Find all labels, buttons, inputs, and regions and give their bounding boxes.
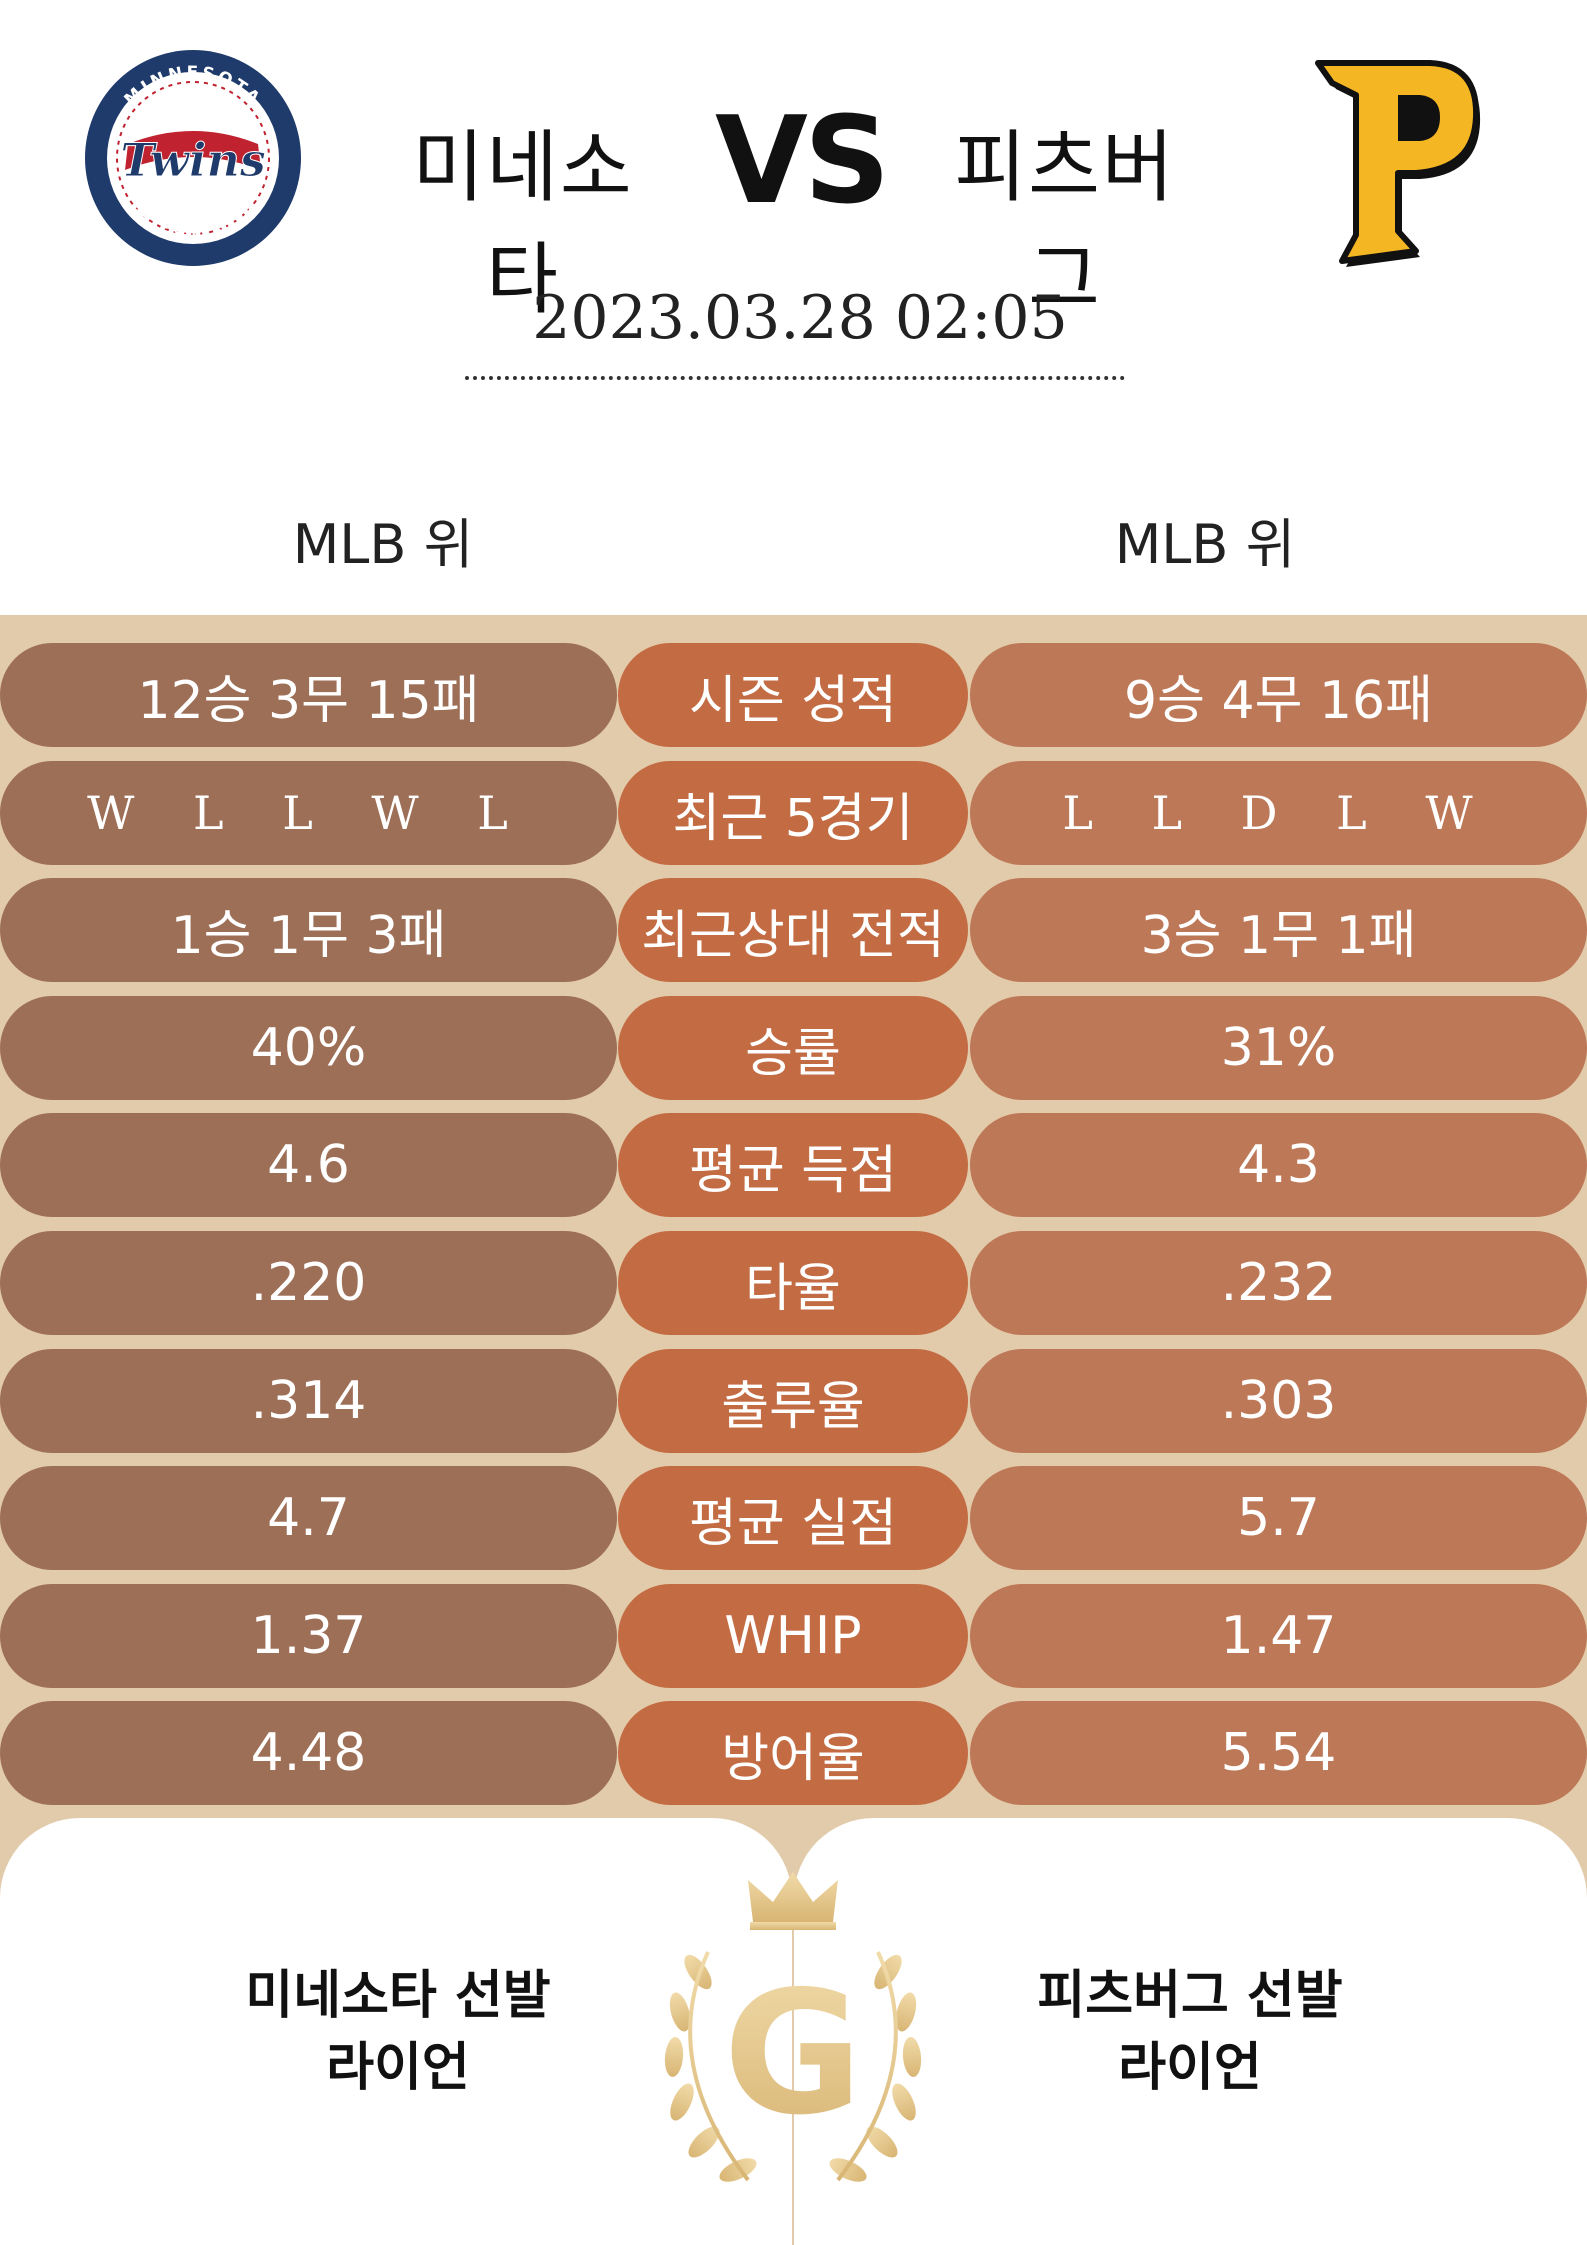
stat-right-value: 9승 4무 16패 <box>970 643 1587 747</box>
stat-left-value: W L L W L <box>0 761 617 865</box>
stat-left-value: .314 <box>0 1349 617 1453</box>
stat-row: 12승 3무 15패 시즌 성적 9승 4무 16패 <box>0 643 1587 747</box>
crown-icon <box>748 1872 838 1922</box>
stat-right-value: 31% <box>970 996 1587 1100</box>
stat-label: 타율 <box>618 1231 968 1335</box>
rank-right: MLB 위 <box>1114 513 1296 576</box>
stat-right-value: 5.54 <box>970 1701 1587 1805</box>
stat-right-value: 5.7 <box>970 1466 1587 1570</box>
stat-row: 40% 승률 31% <box>0 996 1587 1100</box>
stat-right-value: .232 <box>970 1231 1587 1335</box>
stat-left-value: 1.37 <box>0 1584 617 1688</box>
stat-row: 1.37 WHIP 1.47 <box>0 1584 1587 1688</box>
rank-band <box>0 470 1587 615</box>
stat-row: 4.48 방어율 5.54 <box>0 1701 1587 1805</box>
stat-label: 최근상대 전적 <box>618 878 968 982</box>
stat-row: 4.6 평균 득점 4.3 <box>0 1113 1587 1217</box>
crown-laurel-emblem-icon: G <box>664 1872 922 2182</box>
stat-label: 방어율 <box>618 1701 968 1805</box>
dotted-divider <box>465 376 1125 380</box>
stat-left-value: 12승 3무 15패 <box>0 643 617 747</box>
lineup-card-left <box>0 1818 792 2245</box>
stat-row: .220 타율 .232 <box>0 1231 1587 1335</box>
pirates-logo: P <box>1312 55 1481 267</box>
stat-row: W L L W L 최근 5경기 L L D L W <box>0 761 1587 865</box>
stat-right-value: 3승 1무 1패 <box>970 878 1587 982</box>
lineup-left-pitcher: 라이언 <box>326 2038 470 2098</box>
stat-left-value: 1승 1무 3패 <box>0 878 617 982</box>
lineup-card-right <box>794 1818 1587 2245</box>
stat-label: 시즌 성적 <box>618 643 968 747</box>
stat-left-value: 4.6 <box>0 1113 617 1217</box>
stat-label: 최근 5경기 <box>618 761 968 865</box>
stat-right-value: 1.47 <box>970 1584 1587 1688</box>
stat-row: 1승 1무 3패 최근상대 전적 3승 1무 1패 <box>0 878 1587 982</box>
stat-label: 출루율 <box>618 1349 968 1453</box>
stat-label: 평균 실점 <box>618 1466 968 1570</box>
lineup-right-title: 피츠버그 선발 <box>1037 1966 1343 2026</box>
stat-row: 4.7 평균 실점 5.7 <box>0 1466 1587 1570</box>
stat-label: 승률 <box>618 996 968 1100</box>
team-name-right: 피츠버그 <box>954 123 1176 325</box>
stat-row: .314 출루율 .303 <box>0 1349 1587 1453</box>
lineup-right-pitcher: 라이언 <box>1118 2038 1262 2098</box>
twins-logo-wordmark: Twins <box>120 133 266 187</box>
twins-logo: MINNESOTA Twins BASEBALL CLUB <box>85 50 301 266</box>
rank-left: MLB 위 <box>292 513 474 576</box>
emblem-letter: G <box>723 1955 863 2153</box>
lineup-left: 미네소타 선발 라이언 <box>188 1960 608 2104</box>
stat-left-value: 40% <box>0 996 617 1100</box>
stat-label: 평균 득점 <box>618 1113 968 1217</box>
stat-left-value: 4.7 <box>0 1466 617 1570</box>
stat-label: WHIP <box>618 1584 968 1688</box>
stat-right-value: 4.3 <box>970 1113 1587 1217</box>
team-name-left: 미네소타 <box>412 123 634 325</box>
lineup-right: 피츠버그 선발 라이언 <box>980 1960 1400 2104</box>
vs-label: VS <box>715 92 890 231</box>
match-datetime: 2023.03.28 02:05 <box>532 283 1068 353</box>
stat-right-value: L L D L W <box>970 761 1587 865</box>
stat-right-value: .303 <box>970 1349 1587 1453</box>
stat-left-value: 4.48 <box>0 1701 617 1805</box>
stat-left-value: .220 <box>0 1231 617 1335</box>
lineup-left-title: 미네소타 선발 <box>245 1966 551 2026</box>
pirates-logo-letter: P <box>1312 55 1313 56</box>
